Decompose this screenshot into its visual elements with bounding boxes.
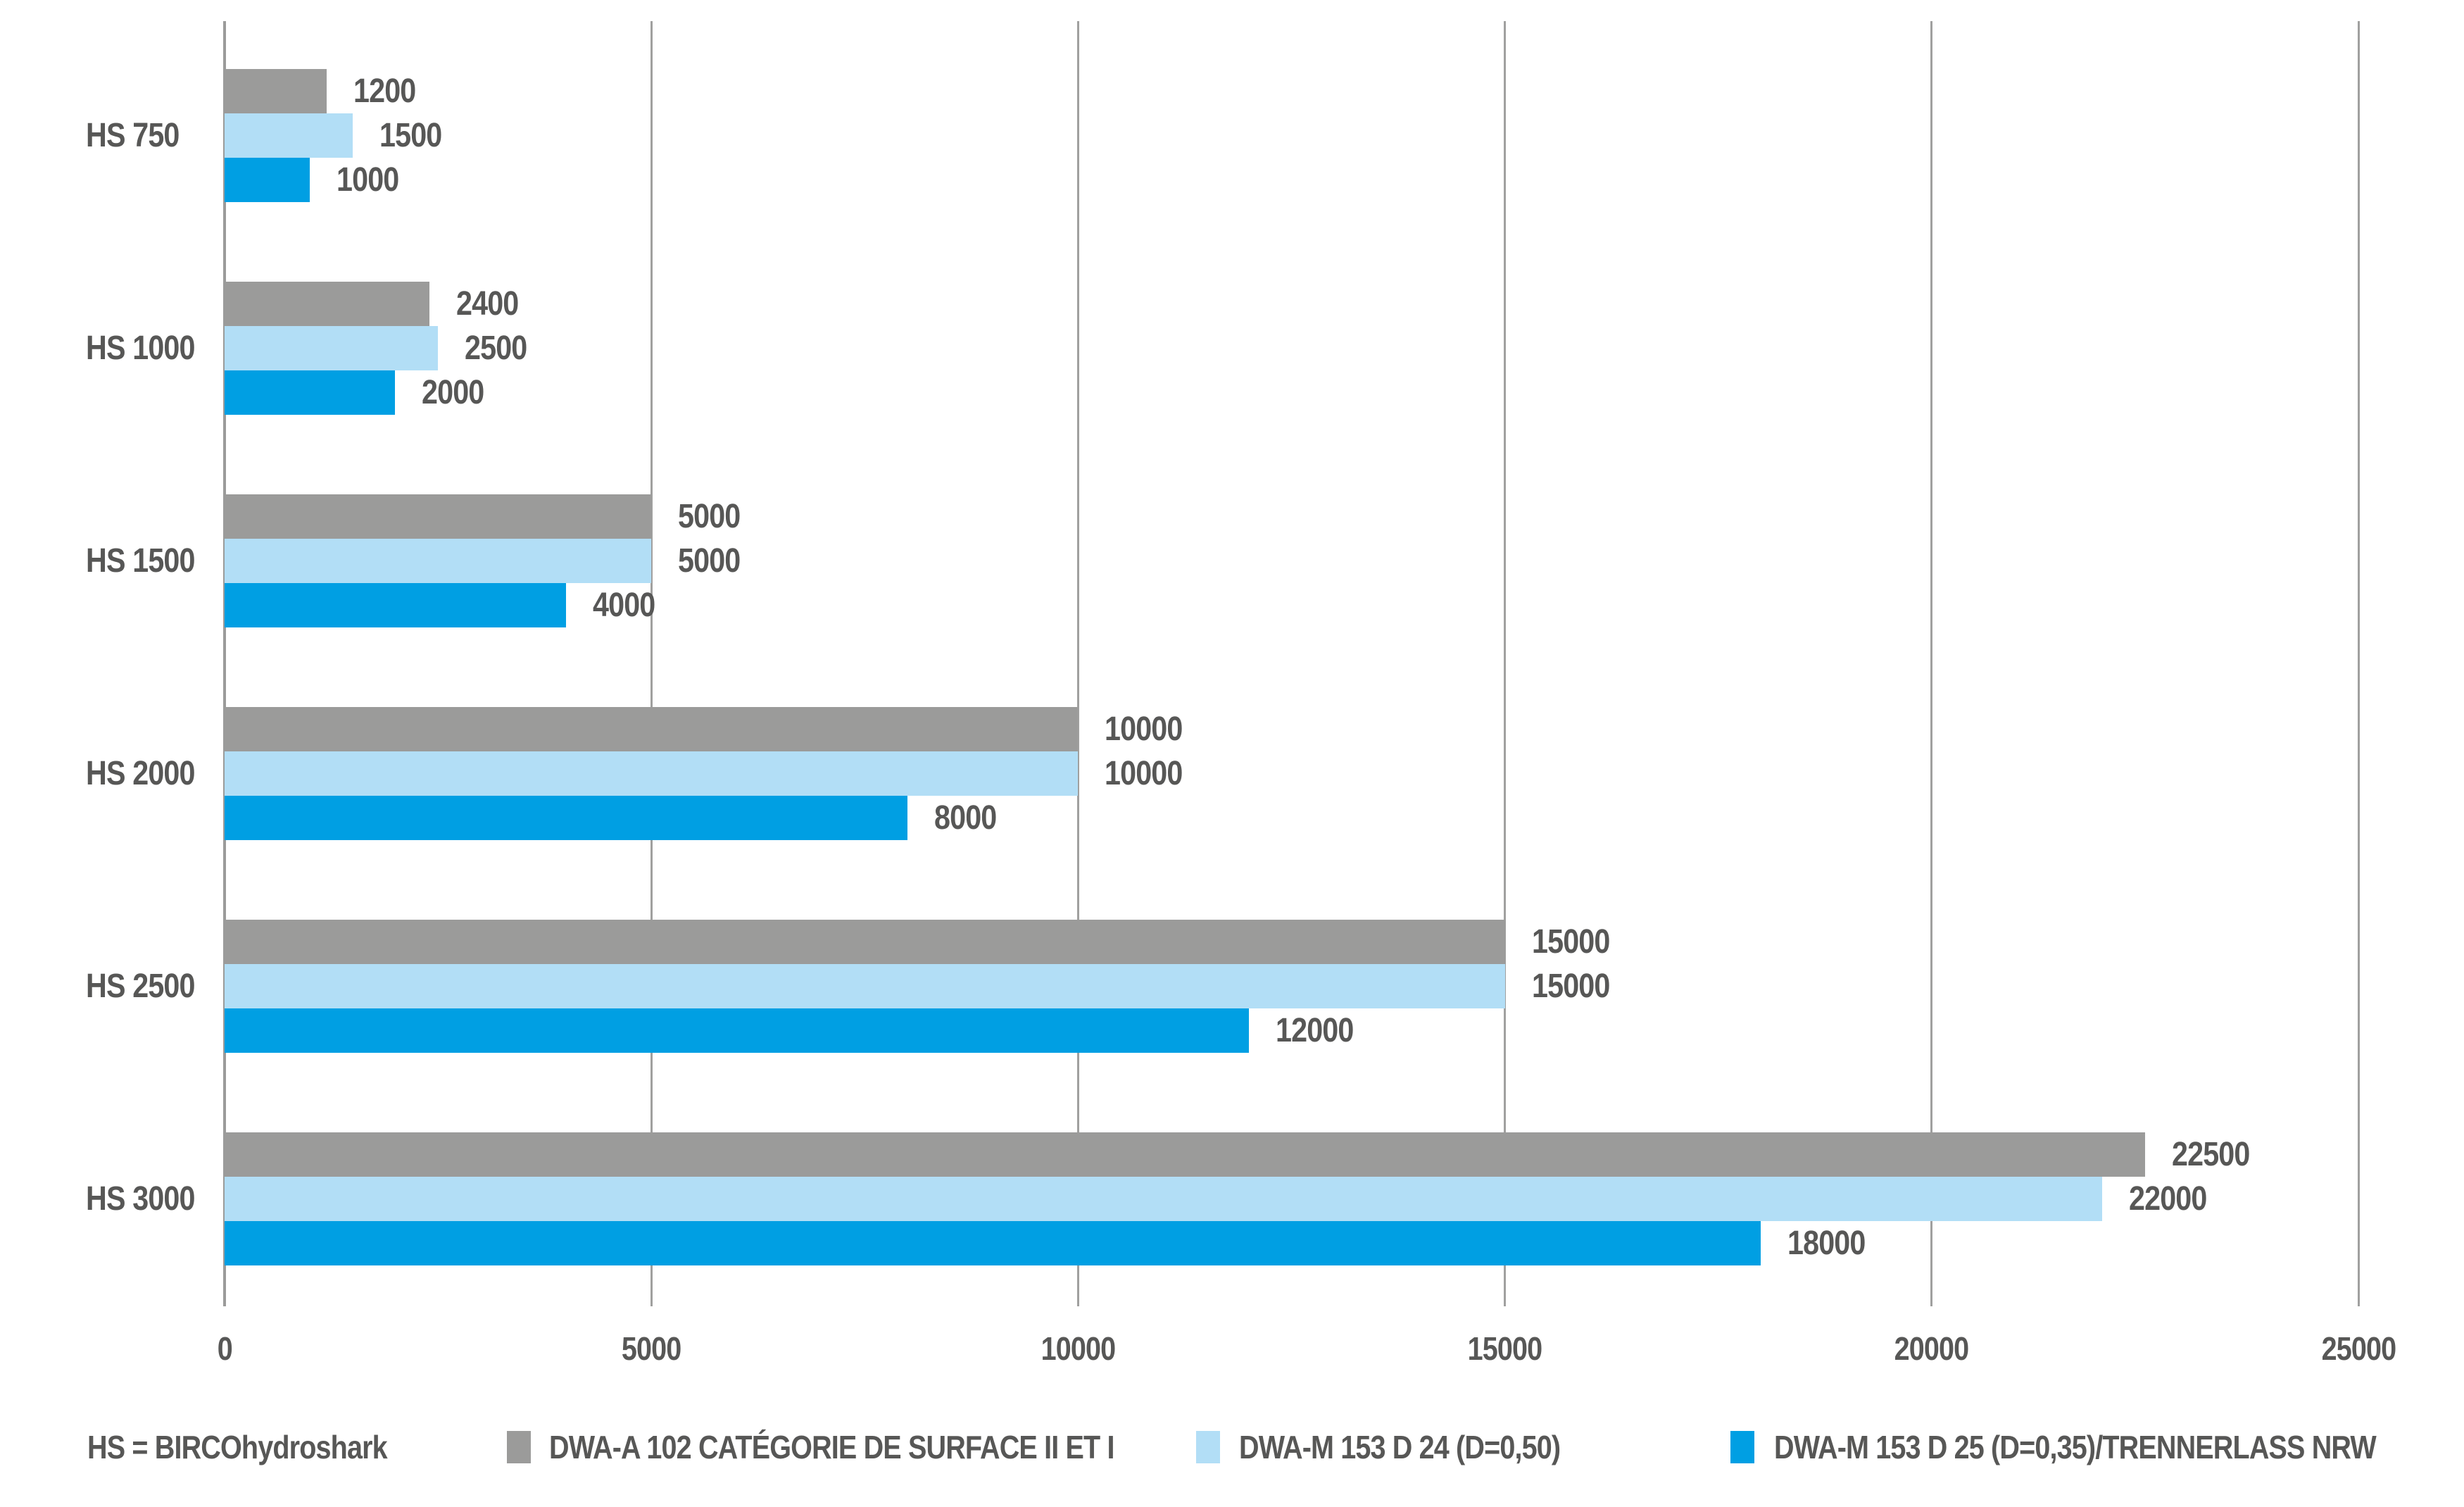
bar-series-2-hs-2000	[225, 751, 1079, 796]
category-label-text: HS 2000	[86, 755, 195, 792]
bar-value-label: 4000	[593, 583, 665, 627]
bar-value-label-text: 2400	[455, 285, 519, 323]
bar-series-3-hs-2000	[225, 796, 907, 840]
bar-value-label: 2500	[465, 326, 537, 370]
category-label: HS 2500	[86, 964, 213, 1008]
bar-value-label: 15000	[1532, 964, 1622, 1008]
gridline-x-10000	[1076, 21, 1079, 1306]
bar-series-3-hs-1000	[225, 370, 396, 415]
bar-series-1-hs-2000	[225, 707, 1079, 751]
x-tick-label-text: 0	[217, 1330, 232, 1367]
bar-series-3-hs-2500	[225, 1008, 1249, 1053]
bar-value-label: 15000	[1532, 920, 1622, 964]
legend-label-series-2-text: DWA-M 153 D 24 (D=0,50)	[1239, 1429, 1561, 1465]
bar-value-label: 2400	[456, 282, 529, 326]
gridline-x-5000	[650, 21, 653, 1306]
legend-label-series-2: DWA-M 153 D 24 (D=0,50)	[1239, 1429, 1612, 1465]
bar-series-1-hs-3000	[225, 1132, 2145, 1177]
bar-value-label-text: 4000	[592, 587, 655, 624]
bar-value-label-text: 10000	[1105, 711, 1183, 748]
x-tick-label-text: 10000	[1041, 1330, 1117, 1367]
bar-value-label-text: 5000	[678, 498, 741, 535]
category-label: HS 1500	[86, 539, 213, 583]
category-label: HS 1000	[86, 326, 213, 370]
x-tick-label-text: 15000	[1467, 1330, 1543, 1367]
legend-note: HS = BIRCOhydroshark	[87, 1429, 388, 1465]
bar-value-label: 12000	[1276, 1008, 1366, 1053]
bar-value-label: 22500	[2172, 1132, 2262, 1177]
category-label-text: HS 1000	[86, 330, 195, 367]
gridline-x-20000	[1930, 21, 1933, 1306]
bar-value-label-text: 15000	[1531, 968, 1610, 1005]
bar-series-1-hs-2500	[225, 920, 1505, 964]
bar-value-label-text: 15000	[1531, 923, 1610, 961]
bar-series-1-hs-750	[225, 69, 327, 113]
x-tick-label-text: 5000	[621, 1330, 681, 1367]
x-tick-label: 5000	[510, 1330, 792, 1368]
x-tick-label: 20000	[1791, 1330, 2073, 1368]
bar-value-label: 10000	[1105, 707, 1195, 751]
bar-value-label-text: 2500	[465, 330, 527, 367]
bar-value-label-text: 1000	[337, 161, 399, 199]
y-axis-line	[223, 21, 226, 1306]
bar-value-label: 5000	[678, 539, 750, 583]
bar-value-label-text: 8000	[934, 799, 997, 837]
bar-series-3-hs-1500	[225, 583, 566, 627]
legend-swatch-series-2	[1196, 1431, 1220, 1463]
legend-label-series-1-text: DWA-A 102 CATÉGORIE DE SURFACE II ET I	[549, 1429, 1114, 1465]
bar-series-3-hs-750	[225, 158, 310, 202]
bar-value-label-text: 1200	[353, 73, 416, 110]
bar-value-label-text: 5000	[678, 542, 741, 580]
bar-series-1-hs-1000	[225, 282, 429, 326]
bar-series-3-hs-3000	[225, 1221, 1761, 1265]
gridline-x-25000	[2357, 21, 2360, 1306]
bar-series-1-hs-1500	[225, 494, 652, 539]
category-label: HS 3000	[86, 1177, 213, 1221]
bar-value-label-text: 22000	[2129, 1180, 2207, 1218]
x-tick-label: 15000	[1364, 1330, 1646, 1368]
bar-value-label-text: 12000	[1275, 1012, 1354, 1049]
legend-label-series-3-text: DWA-M 153 D 25 (D=0,35)/TRENNERLASS NRW	[1774, 1429, 2377, 1465]
bar-value-label: 2000	[422, 370, 494, 415]
legend-swatch-series-1	[507, 1431, 531, 1463]
legend-label-series-1: DWA-A 102 CATÉGORIE DE SURFACE II ET I	[549, 1429, 1206, 1465]
x-tick-label: 10000	[937, 1330, 1219, 1368]
legend-swatch-series-3	[1730, 1431, 1754, 1463]
x-tick-label: 0	[84, 1330, 365, 1368]
bar-value-label-text: 10000	[1105, 755, 1183, 792]
x-tick-label-text: 20000	[1894, 1330, 1970, 1367]
gridline-x-15000	[1504, 21, 1507, 1306]
bar-value-label: 5000	[678, 494, 750, 539]
bar-series-2-hs-1000	[225, 326, 439, 370]
bar-series-2-hs-3000	[225, 1177, 2103, 1221]
bar-value-label-text: 18000	[1787, 1225, 1866, 1262]
category-label: HS 750	[86, 113, 194, 158]
bar-series-2-hs-2500	[225, 964, 1505, 1008]
x-tick-label-text: 25000	[2321, 1330, 2396, 1367]
legend-label-series-3: DWA-M 153 D 25 (D=0,35)/TRENNERLASS NRW	[1774, 1429, 2464, 1465]
bar-value-label: 22000	[2129, 1177, 2219, 1221]
category-label-text: HS 2500	[86, 968, 195, 1005]
bar-value-label-text: 2000	[422, 374, 484, 411]
bar-value-label-text: 22500	[2171, 1136, 2250, 1173]
bar-value-label-text: 1500	[379, 117, 442, 154]
x-tick-label: 25000	[2218, 1330, 2464, 1368]
bar-value-label: 10000	[1105, 751, 1195, 796]
category-label-text: HS 750	[86, 117, 180, 154]
bar-value-label: 1500	[379, 113, 452, 158]
bar-value-label: 8000	[934, 796, 1007, 840]
bar-series-2-hs-750	[225, 113, 353, 158]
category-label: HS 2000	[86, 751, 213, 796]
bar-value-label: 18000	[1787, 1221, 1878, 1265]
category-label-text: HS 3000	[86, 1180, 195, 1218]
bar-value-label: 1000	[337, 158, 409, 202]
category-label-text: HS 1500	[86, 542, 195, 580]
bar-value-label: 1200	[353, 69, 426, 113]
bar-series-2-hs-1500	[225, 539, 652, 583]
